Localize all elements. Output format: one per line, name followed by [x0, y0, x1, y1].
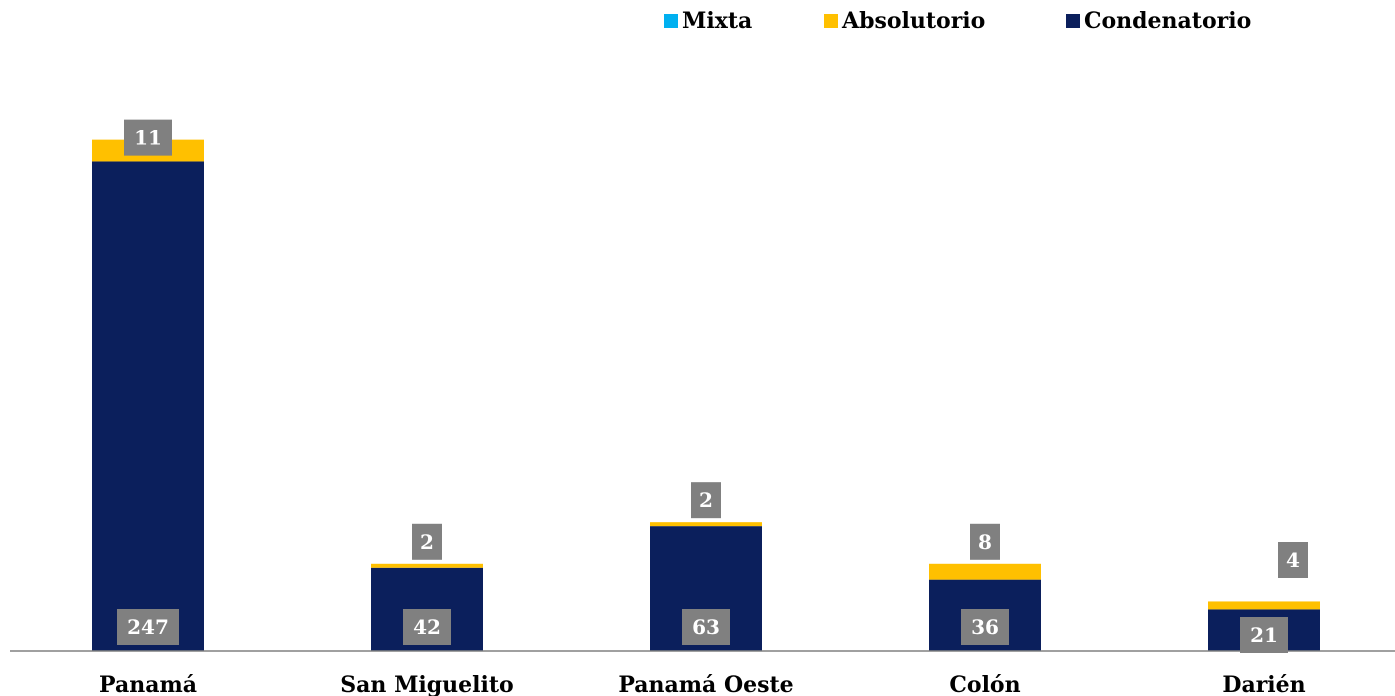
- bar-absolutorio-colon: [929, 563, 1041, 580]
- data-label-condenatorio-darien-box: [1240, 617, 1288, 653]
- data-label-absolutorio-panama-box: [124, 119, 172, 156]
- data-label-condenatorio-darien: 21: [1250, 623, 1278, 647]
- legend-label-absolutorio: Absolutorio: [842, 8, 986, 34]
- data-label-condenatorio-colon-box: [961, 609, 1009, 645]
- category-label-san-miguelito: San Miguelito: [340, 672, 513, 696]
- data-label-absolutorio-colon-box: [970, 523, 1000, 560]
- data-label-condenatorio-panama-oeste: 63: [692, 615, 720, 639]
- data-label-absolutorio-panama: 11: [134, 126, 162, 150]
- legend-label-condenatorio: Condenatorio: [1084, 8, 1252, 34]
- legend-swatch-absolutorio: [824, 14, 838, 28]
- legend-label-mixta: Mixta: [682, 8, 753, 34]
- data-label-absolutorio-san-miguelito-box: [412, 523, 442, 560]
- category-label-darien: Darién: [1222, 672, 1305, 696]
- data-label-absolutorio-panama-oeste: 2: [699, 488, 713, 512]
- legend-item-absolutorio: Absolutorio: [824, 8, 985, 34]
- legend-item-mixta: Mixta: [664, 8, 752, 34]
- data-label-condenatorio-colon: 36: [971, 615, 999, 639]
- data-label-absolutorio-panama-oeste-box: [691, 482, 721, 519]
- data-label-absolutorio-colon: 8: [978, 530, 992, 554]
- data-label-condenatorio-san-miguelito: 42: [413, 615, 441, 639]
- bar-absolutorio-darien: [1208, 601, 1320, 610]
- legend-item-condenatorio: Condenatorio: [1066, 8, 1251, 34]
- data-label-absolutorio-darien: 4: [1286, 548, 1300, 572]
- data-label-condenatorio-panama: 247: [127, 615, 169, 639]
- data-label-condenatorio-san-miguelito-box: [403, 609, 451, 645]
- bar-condenatorio-panama: [92, 161, 204, 651]
- legend-swatch-condenatorio: [1066, 14, 1080, 28]
- bar-absolutorio-panama-oeste: [650, 522, 762, 527]
- bar-absolutorio-san-miguelito: [371, 563, 483, 568]
- category-label-colon: Colón: [949, 672, 1020, 696]
- category-label-panama: Panamá: [99, 672, 197, 696]
- category-label-panama-oeste: Panamá Oeste: [618, 672, 793, 696]
- legend-swatch-mixta: [664, 14, 678, 28]
- data-label-absolutorio-darien-box: [1278, 542, 1308, 578]
- data-label-condenatorio-panama-oeste-box: [682, 609, 730, 645]
- chart-legend: Mixta Absolutorio Condenatorio: [0, 8, 1395, 38]
- data-label-absolutorio-san-miguelito: 2: [420, 530, 434, 554]
- data-label-condenatorio-panama-box: [117, 609, 179, 645]
